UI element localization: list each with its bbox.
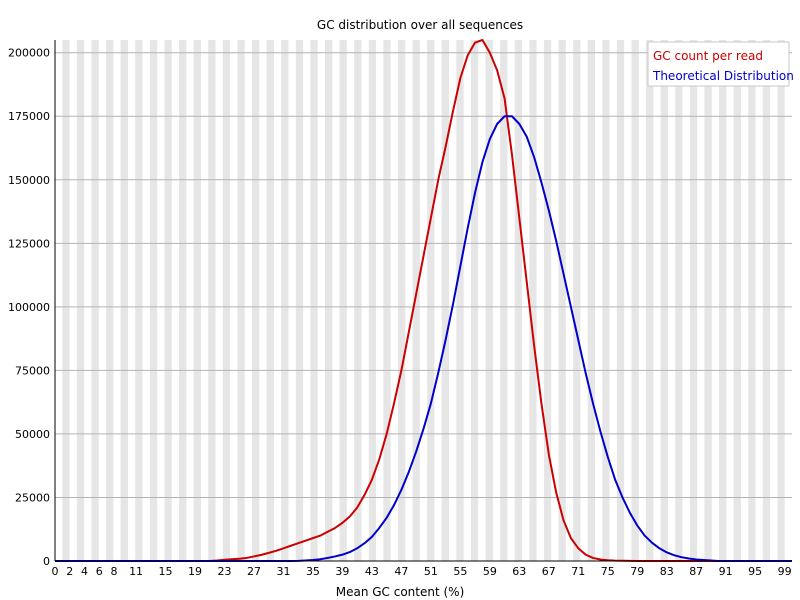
x-tick-label: 15 [159, 565, 173, 578]
plot-band [76, 40, 85, 561]
axes [54, 40, 792, 562]
y-tick-label: 0 [43, 555, 50, 568]
legend-entry-theoretical: Theoretical Distribution [652, 69, 794, 83]
x-tick-label: 75 [601, 565, 615, 578]
plot-band [500, 40, 508, 561]
plot-band [719, 40, 727, 561]
legend-entry-gc-count: GC count per read [653, 49, 763, 63]
x-tick-label: 99 [778, 565, 792, 578]
y-tick-label: 50000 [15, 428, 50, 441]
plot-band [164, 40, 172, 561]
y-axis-ticks: 0 25000 50000 75000 100000 125000 150000 175000… [8, 47, 50, 568]
x-tick-label: 23 [218, 565, 232, 578]
plot-band [441, 40, 450, 561]
plot-band [324, 40, 333, 561]
x-tick-label: 39 [335, 565, 349, 578]
plot-band [412, 40, 420, 561]
plot-band [106, 40, 114, 561]
legend: GC count per read Theoretical Distributi… [647, 41, 794, 87]
x-tick-label: 63 [512, 565, 526, 578]
plot-band [514, 40, 523, 561]
plot-band [91, 40, 99, 561]
x-tick-label: 31 [276, 565, 290, 578]
plot-band [252, 40, 260, 561]
plot-band [558, 40, 566, 561]
x-tick-label: 71 [571, 565, 585, 578]
x-tick-label: 67 [542, 565, 556, 578]
x-tick-label: 35 [306, 565, 320, 578]
plot-band [675, 40, 683, 561]
plot-band [339, 40, 347, 561]
x-tick-label: 55 [453, 565, 467, 578]
plot-band [733, 40, 741, 561]
plot-band [368, 40, 377, 561]
legend-box [647, 41, 790, 87]
plot-band [456, 40, 464, 561]
plot-band [193, 40, 201, 561]
y-tick-label: 175000 [8, 110, 50, 123]
chart-title: GC distribution over all sequences [317, 18, 523, 32]
plot-band [295, 40, 304, 561]
plot-band [616, 40, 625, 561]
x-tick-label: 47 [394, 565, 408, 578]
plot-band [179, 40, 187, 561]
plot-band [573, 40, 581, 561]
x-tick-label: 91 [719, 565, 733, 578]
y-tick-label: 150000 [8, 174, 50, 187]
plot-band [383, 40, 391, 561]
x-tick-label: 27 [247, 565, 261, 578]
y-tick-label: 200000 [8, 47, 50, 60]
x-tick-label: 43 [365, 565, 379, 578]
x-tick-label: 0 [52, 565, 59, 578]
plot-band [631, 40, 639, 561]
plot-band [427, 40, 435, 561]
plot-band [602, 40, 610, 561]
x-tick-label: 11 [129, 565, 143, 578]
plot-band [310, 40, 318, 561]
plot-band [208, 40, 216, 561]
y-tick-label: 75000 [15, 364, 50, 377]
plot-band [135, 40, 143, 561]
plot-band [237, 40, 245, 561]
plot-band [397, 40, 406, 561]
plot-band [222, 40, 231, 561]
plot-background [62, 40, 785, 561]
plot-band [689, 40, 698, 561]
y-tick-label: 125000 [8, 237, 50, 250]
plot-band [762, 40, 771, 561]
plot-band [777, 40, 785, 561]
x-tick-label: 19 [188, 565, 202, 578]
plot-band [470, 40, 479, 561]
x-axis-ticks: 0 2 4 6 8 11 15 19 23 27 31 35 39 43 47 51 55 59 63 67 71 75 7… [52, 565, 792, 578]
plot-band [485, 40, 493, 561]
plot-band [266, 40, 274, 561]
plot-band [62, 40, 70, 561]
plot-band [120, 40, 128, 561]
x-tick-label: 59 [483, 565, 497, 578]
plot-band [704, 40, 712, 561]
x-tick-label: 95 [748, 565, 762, 578]
x-tick-label: 8 [110, 565, 117, 578]
x-tick-label: 51 [424, 565, 438, 578]
x-tick-label: 2 [66, 565, 73, 578]
y-tick-label: 25000 [15, 491, 50, 504]
plot-band [660, 40, 668, 561]
x-tick-label: 87 [689, 565, 703, 578]
plot-band [281, 40, 289, 561]
plot-band [587, 40, 595, 561]
x-tick-label: 4 [81, 565, 88, 578]
plot-band [149, 40, 158, 561]
plot-band [748, 40, 756, 561]
plot-band [543, 40, 552, 561]
plot-band [354, 40, 362, 561]
x-tick-label: 83 [660, 565, 674, 578]
x-axis-label: Mean GC content (%) [336, 585, 465, 599]
plot-band [529, 40, 537, 561]
y-tick-label: 100000 [8, 301, 50, 314]
x-tick-label: 6 [96, 565, 103, 578]
x-tick-label: 79 [630, 565, 644, 578]
plot-band [646, 40, 654, 561]
